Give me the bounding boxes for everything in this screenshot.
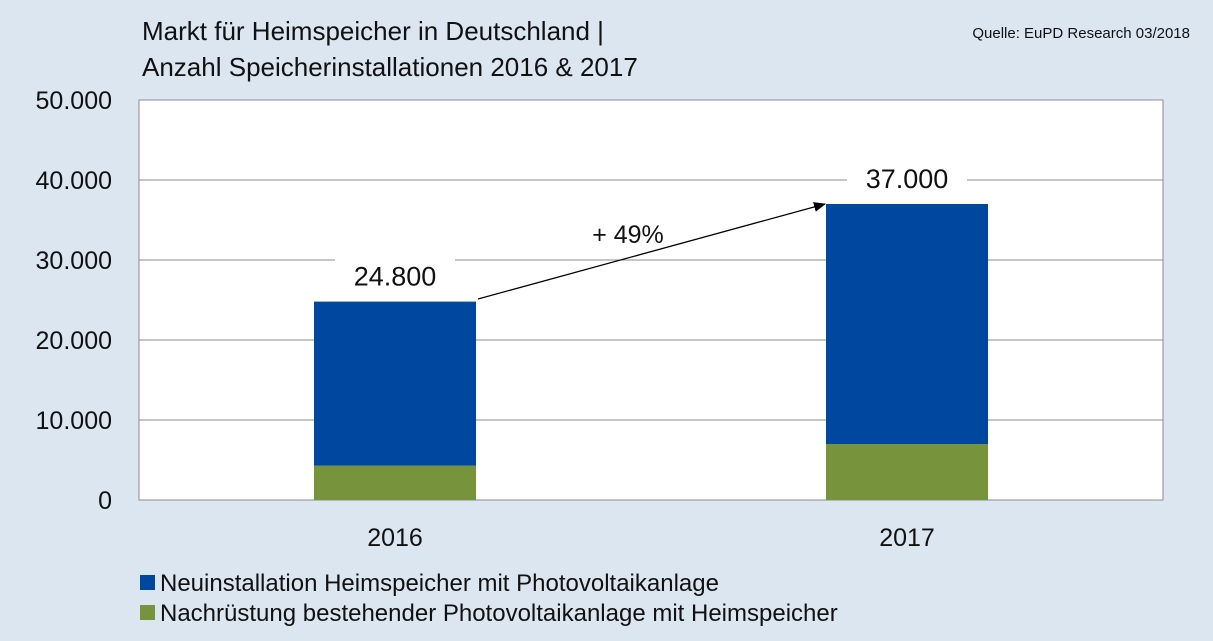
y-tick-label: 20.000: [36, 327, 112, 355]
y-tick-label: 0: [98, 487, 112, 515]
bars: [314, 204, 988, 500]
legend: Neuinstallation Heimspeicher mit Photovo…: [140, 570, 838, 627]
legend-swatch: [140, 575, 155, 590]
y-axis-ticks: 0 10.000 20.000 30.000 40.000 50.000: [36, 87, 112, 515]
bar-segment: [826, 204, 988, 444]
y-tick-label: 10.000: [36, 407, 112, 435]
legend-label: Neuinstallation Heimspeicher mit Photovo…: [160, 570, 719, 597]
y-tick-label: 30.000: [36, 247, 112, 275]
gridlines: [139, 179, 1163, 421]
bar-segment: [826, 444, 988, 500]
legend-swatch: [140, 605, 155, 620]
total-data-label: 24.800: [354, 262, 437, 292]
data-label-background: [847, 160, 967, 194]
x-tick-label: 2016: [367, 524, 423, 552]
chart-source: Quelle: EuPD Research 03/2018: [972, 25, 1190, 42]
chart-title-line-1: Markt für Heimspeicher in Deutschland |: [142, 16, 604, 46]
x-tick-label: 2017: [879, 524, 935, 552]
growth-arrow: [477, 202, 826, 300]
total-data-label: 37.000: [866, 164, 949, 194]
plot-area: [138, 99, 1164, 501]
y-tick-label: 40.000: [36, 167, 112, 195]
y-tick-label: 50.000: [36, 87, 112, 115]
data-labels: 24.800 37.000: [335, 160, 967, 292]
x-axis-ticks: 2016 2017: [367, 524, 935, 552]
data-label-background: [335, 257, 455, 292]
bar-segment: [314, 465, 476, 500]
legend-label: Nachrüstung bestehender Photovoltaikanla…: [160, 600, 838, 627]
chart-title-line-2: Anzahl Speicherinstallationen 2016 & 201…: [142, 52, 638, 82]
bar-segment: [314, 301, 476, 466]
growth-label: + 49%: [592, 221, 664, 249]
